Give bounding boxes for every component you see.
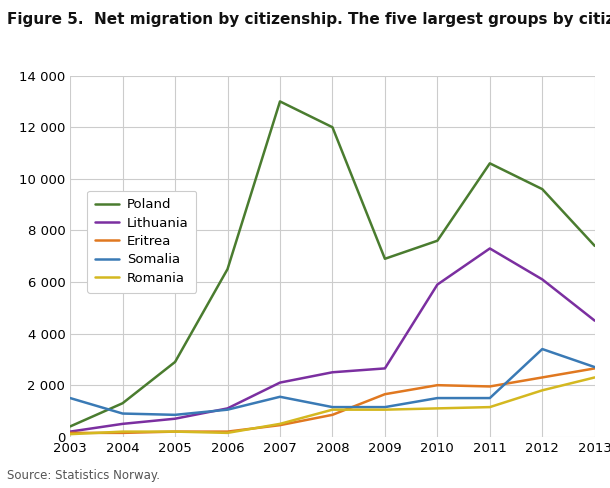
Lithuania	[381, 366, 389, 371]
Romania	[66, 431, 74, 437]
Somalia	[171, 412, 179, 418]
Line: Romania: Romania	[70, 377, 595, 434]
Poland	[171, 359, 179, 365]
Eritrea	[119, 430, 126, 436]
Somalia	[224, 407, 231, 413]
Somalia	[539, 346, 546, 352]
Lithuania	[329, 369, 336, 375]
Line: Eritrea: Eritrea	[70, 368, 595, 433]
Lithuania	[539, 277, 546, 283]
Legend: Poland, Lithuania, Eritrea, Somalia, Romania: Poland, Lithuania, Eritrea, Somalia, Rom…	[87, 191, 196, 292]
Lithuania	[591, 318, 598, 324]
Somalia	[329, 404, 336, 410]
Text: Figure 5.  Net migration by citizenship. The five largest groups by citizenship: Figure 5. Net migration by citizenship. …	[7, 12, 610, 27]
Somalia	[591, 364, 598, 370]
Eritrea	[434, 382, 441, 388]
Eritrea	[224, 428, 231, 434]
Poland	[276, 99, 284, 104]
Romania	[591, 374, 598, 380]
Lithuania	[66, 428, 74, 434]
Eritrea	[591, 366, 598, 371]
Poland	[119, 400, 126, 406]
Somalia	[381, 404, 389, 410]
Somalia	[434, 395, 441, 401]
Romania	[171, 428, 179, 434]
Eritrea	[66, 430, 74, 436]
Lithuania	[276, 380, 284, 386]
Line: Lithuania: Lithuania	[70, 248, 595, 431]
Eritrea	[539, 374, 546, 380]
Romania	[381, 407, 389, 413]
Lithuania	[434, 282, 441, 287]
Poland	[381, 256, 389, 262]
Romania	[539, 387, 546, 393]
Somalia	[119, 410, 126, 416]
Poland	[66, 424, 74, 429]
Eritrea	[276, 422, 284, 428]
Lithuania	[224, 406, 231, 411]
Romania	[119, 428, 126, 434]
Eritrea	[171, 428, 179, 434]
Poland	[329, 124, 336, 130]
Line: Somalia: Somalia	[70, 349, 595, 415]
Eritrea	[329, 412, 336, 418]
Poland	[591, 243, 598, 249]
Lithuania	[486, 245, 493, 251]
Romania	[486, 404, 493, 410]
Somalia	[66, 395, 74, 401]
Eritrea	[486, 384, 493, 389]
Eritrea	[381, 391, 389, 397]
Lithuania	[119, 421, 126, 427]
Poland	[434, 238, 441, 244]
Romania	[434, 406, 441, 411]
Poland	[486, 161, 493, 166]
Somalia	[276, 394, 284, 400]
Somalia	[486, 395, 493, 401]
Poland	[539, 186, 546, 192]
Romania	[276, 421, 284, 427]
Line: Poland: Poland	[70, 102, 595, 427]
Lithuania	[171, 416, 179, 422]
Romania	[224, 430, 231, 436]
Poland	[224, 266, 231, 272]
Text: Source: Statistics Norway.: Source: Statistics Norway.	[7, 469, 160, 482]
Romania	[329, 407, 336, 413]
